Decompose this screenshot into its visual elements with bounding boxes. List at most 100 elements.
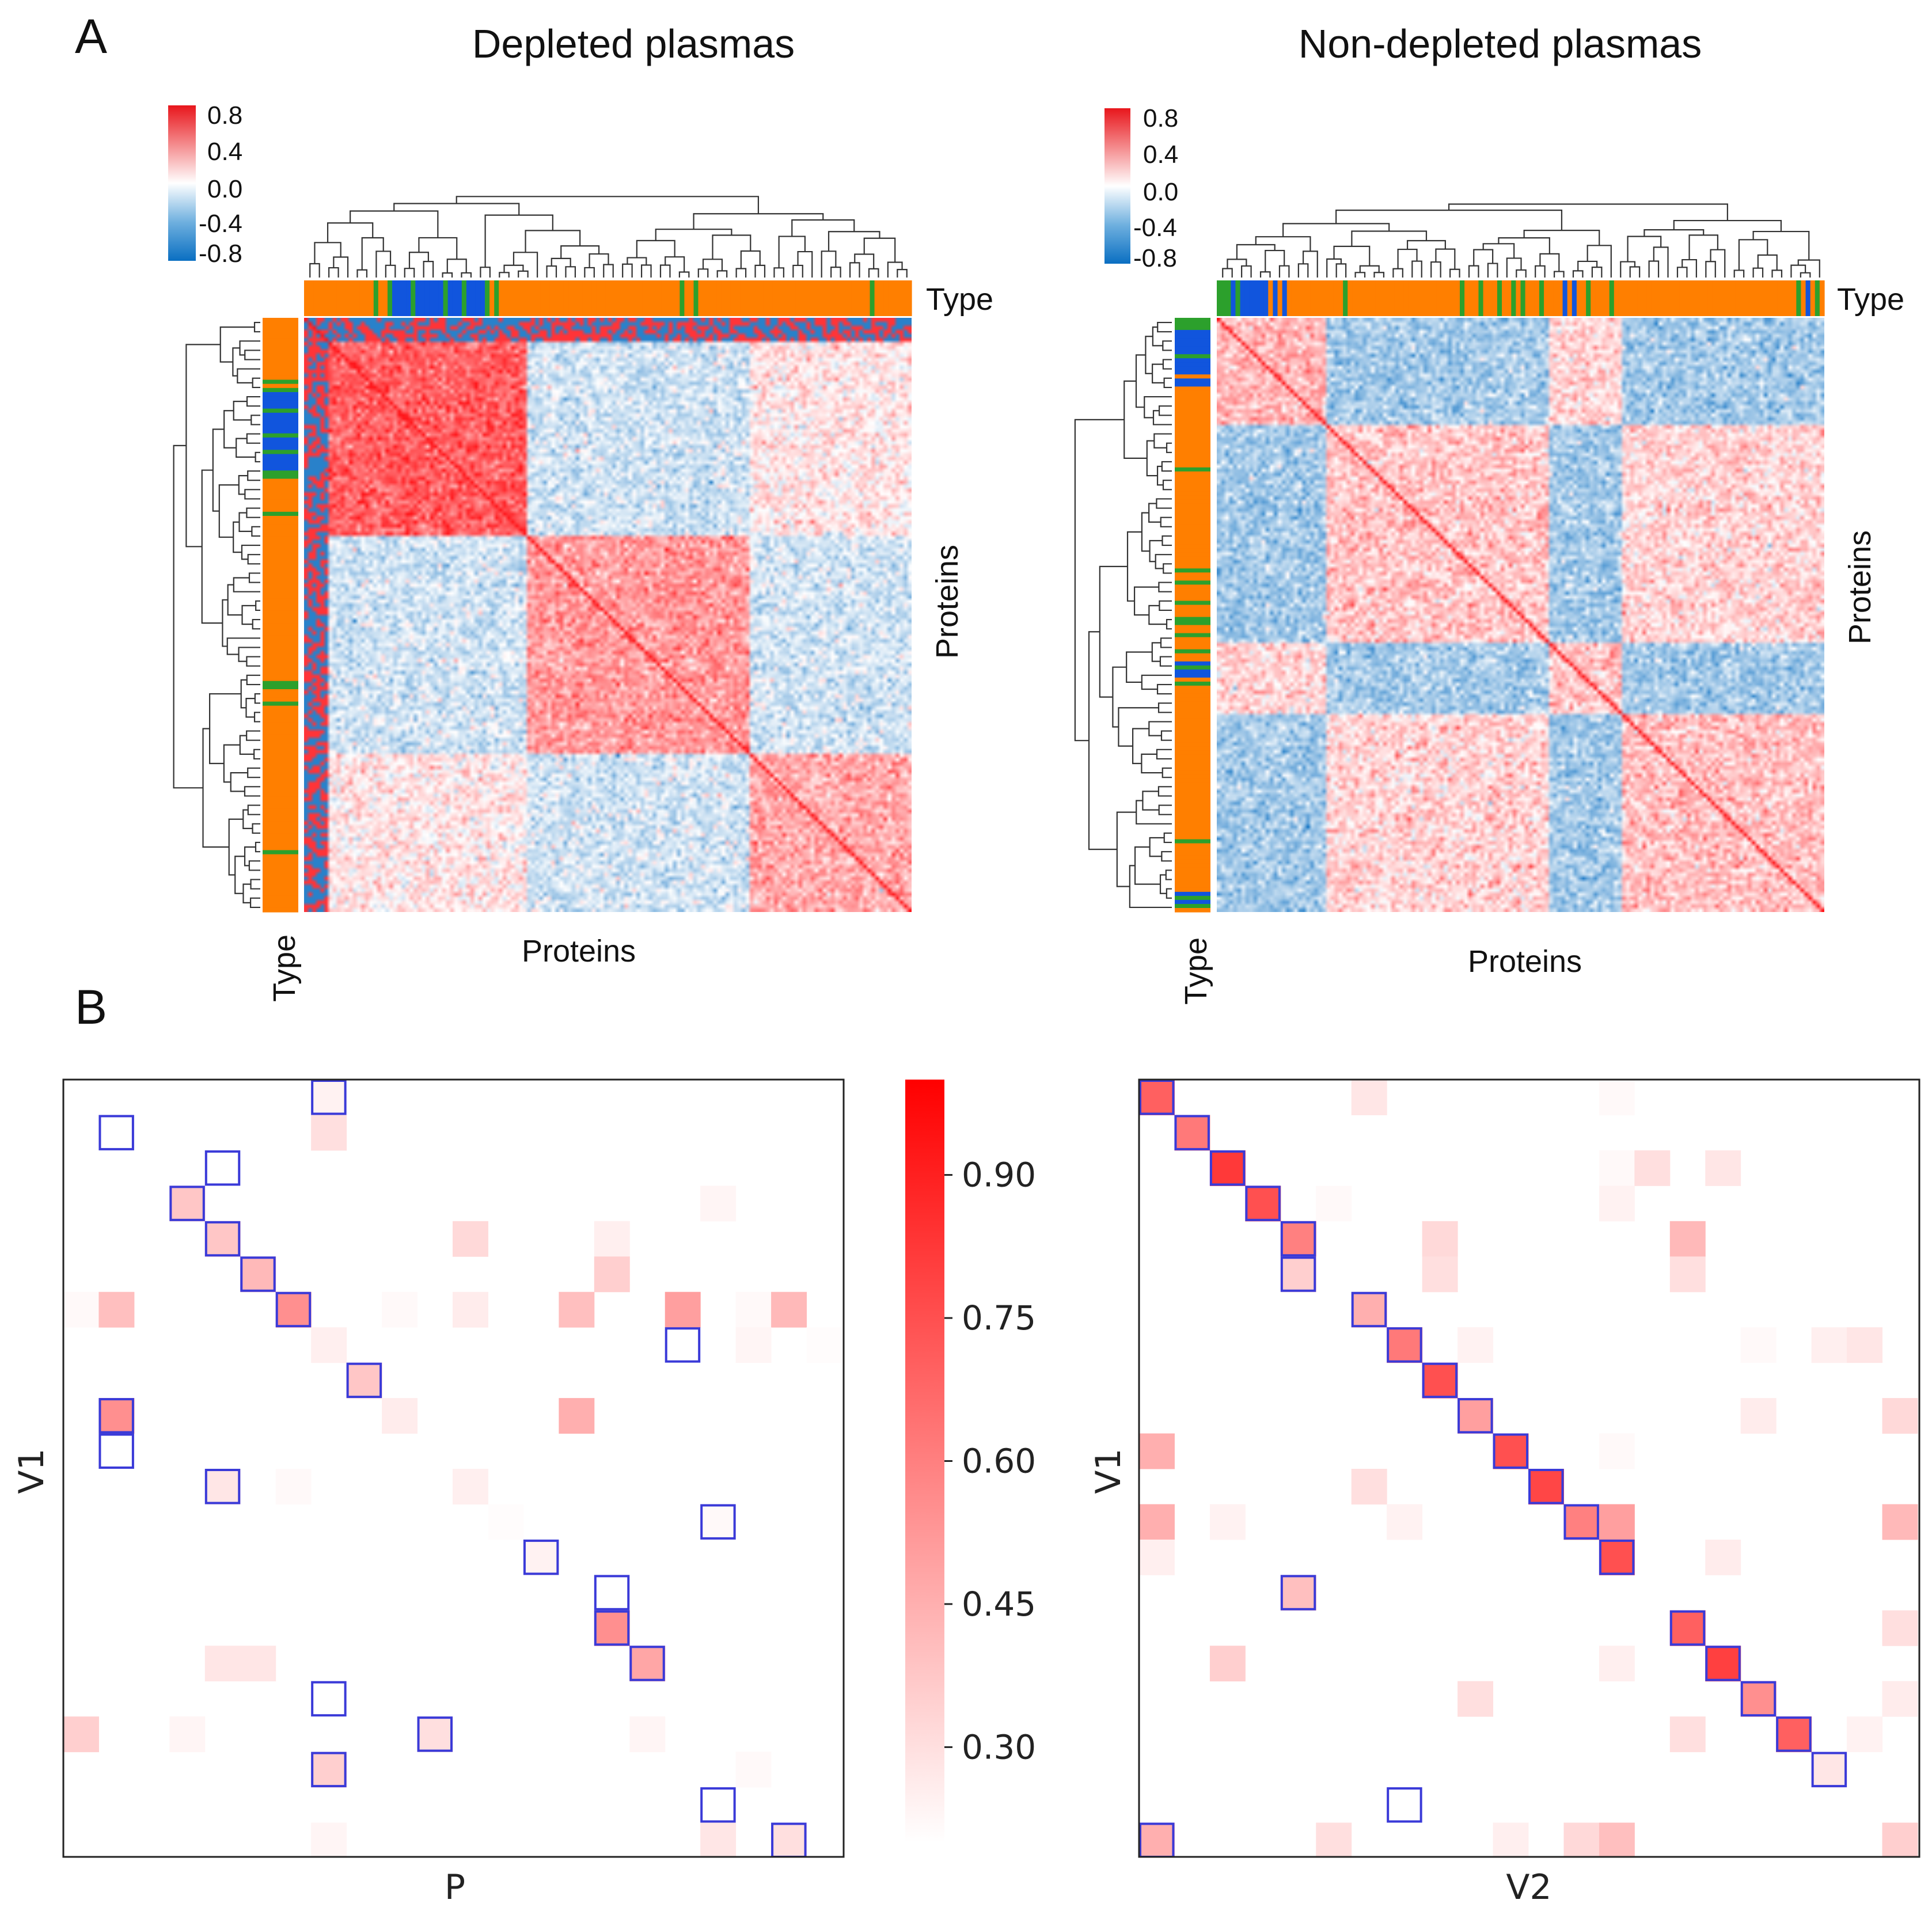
type-cell bbox=[263, 730, 298, 735]
matrix-cell bbox=[594, 1610, 630, 1646]
type-cell bbox=[263, 462, 298, 467]
heatmap2-type-label-top: Type bbox=[1837, 282, 1904, 317]
type-cell bbox=[522, 280, 527, 316]
matrix-cell bbox=[1634, 1150, 1671, 1186]
type-cell bbox=[263, 582, 298, 587]
type-cell bbox=[1628, 280, 1633, 316]
heatmap1-top-type-bar bbox=[304, 280, 912, 316]
matrix-box bbox=[1351, 1291, 1387, 1328]
type-cell bbox=[1175, 665, 1210, 670]
matrix-cell bbox=[275, 1291, 312, 1328]
type-cell bbox=[1175, 572, 1210, 577]
type-cell bbox=[1175, 734, 1210, 739]
type-cell bbox=[263, 739, 298, 743]
type-cell bbox=[1460, 280, 1465, 316]
type-cell bbox=[1623, 280, 1629, 316]
matrix-cell bbox=[1351, 1291, 1387, 1328]
dendrogram-link bbox=[238, 475, 248, 495]
type-cell bbox=[263, 705, 298, 711]
type-cell bbox=[1175, 815, 1210, 820]
type-cell bbox=[1175, 831, 1210, 836]
type-cell bbox=[1175, 487, 1210, 492]
type-cell bbox=[263, 763, 298, 768]
matrix-cell bbox=[700, 1504, 737, 1540]
dendrogram-link bbox=[693, 213, 824, 230]
matrix-cell bbox=[629, 1646, 666, 1682]
type-cell bbox=[1688, 280, 1694, 316]
type-cell bbox=[1319, 280, 1325, 316]
type-cell bbox=[1819, 280, 1825, 316]
dendrogram-link bbox=[1165, 869, 1172, 880]
dendrogram-link bbox=[1710, 249, 1726, 278]
dendrogram-link bbox=[1676, 267, 1688, 278]
type-cell bbox=[1534, 280, 1540, 316]
type-cell bbox=[263, 858, 298, 863]
type-cell bbox=[263, 511, 298, 516]
type-cell bbox=[1315, 280, 1320, 316]
type-cell bbox=[870, 280, 875, 316]
type-cell bbox=[263, 800, 298, 806]
type-cell bbox=[1175, 479, 1210, 484]
type-cell bbox=[1474, 280, 1479, 316]
type-cell bbox=[1175, 653, 1210, 658]
type-cell bbox=[1385, 280, 1390, 316]
type-cell bbox=[1259, 280, 1264, 316]
type-cell bbox=[1217, 280, 1222, 316]
type-cell bbox=[1787, 280, 1792, 316]
type-cell bbox=[263, 541, 298, 545]
matrix1-ylabel: V1 bbox=[12, 1448, 52, 1494]
dendrogram-link bbox=[1152, 363, 1164, 383]
matrix-box bbox=[1493, 1433, 1529, 1469]
type-cell bbox=[263, 627, 298, 632]
type-cell bbox=[1175, 637, 1210, 642]
type-cell bbox=[263, 470, 298, 475]
type-cell bbox=[475, 280, 481, 316]
type-cell bbox=[549, 280, 555, 316]
type-cell bbox=[1175, 863, 1210, 868]
type-cell bbox=[1600, 280, 1605, 316]
matrix-colorbar bbox=[905, 1080, 944, 1842]
type-cell bbox=[1175, 726, 1210, 731]
matrix-cell bbox=[1882, 1610, 1918, 1646]
type-cell bbox=[263, 417, 298, 421]
matrix-cell bbox=[1740, 1398, 1777, 1434]
type-cell bbox=[1175, 394, 1210, 400]
type-cell bbox=[902, 280, 908, 316]
dendrogram-link bbox=[233, 577, 260, 592]
type-cell bbox=[513, 280, 518, 316]
dendrogram-link bbox=[241, 605, 256, 625]
type-cell bbox=[263, 343, 298, 347]
dendrogram-link bbox=[560, 245, 600, 259]
heatmap2-left-dendrogram bbox=[1074, 321, 1172, 909]
dendrogram-link bbox=[1629, 266, 1641, 278]
colorbar-tick-label: 0.60 bbox=[962, 1442, 1036, 1481]
type-cell bbox=[1175, 402, 1210, 408]
heatmap2-left-type-bar bbox=[1175, 318, 1210, 913]
heatmap2-colorbar-tick: 0.4 bbox=[1143, 140, 1178, 169]
dendrogram-link bbox=[678, 271, 690, 278]
type-cell bbox=[614, 280, 620, 316]
type-cell bbox=[1175, 693, 1210, 698]
type-cell bbox=[1175, 528, 1210, 533]
dendrogram-link bbox=[418, 237, 458, 260]
dendrogram-link bbox=[1141, 753, 1163, 774]
matrix-cell bbox=[382, 1291, 418, 1328]
type-cell bbox=[263, 545, 298, 549]
dendrogram-link bbox=[246, 730, 260, 741]
type-cell bbox=[1175, 859, 1210, 864]
dendrogram-link bbox=[863, 237, 896, 263]
type-cell bbox=[1735, 280, 1741, 316]
type-cell bbox=[1665, 280, 1671, 316]
type-cell bbox=[833, 280, 838, 316]
type-cell bbox=[703, 280, 708, 316]
type-cell bbox=[1231, 280, 1236, 316]
dendrogram-link bbox=[1265, 249, 1285, 272]
matrix-cell bbox=[1563, 1504, 1600, 1540]
type-cell bbox=[842, 280, 847, 316]
dendrogram-link bbox=[1145, 336, 1153, 374]
dendrogram-link bbox=[247, 804, 260, 815]
type-cell bbox=[1175, 617, 1210, 622]
type-cell bbox=[341, 280, 347, 316]
dendrogram-link bbox=[1411, 260, 1422, 278]
type-cell bbox=[336, 280, 342, 316]
